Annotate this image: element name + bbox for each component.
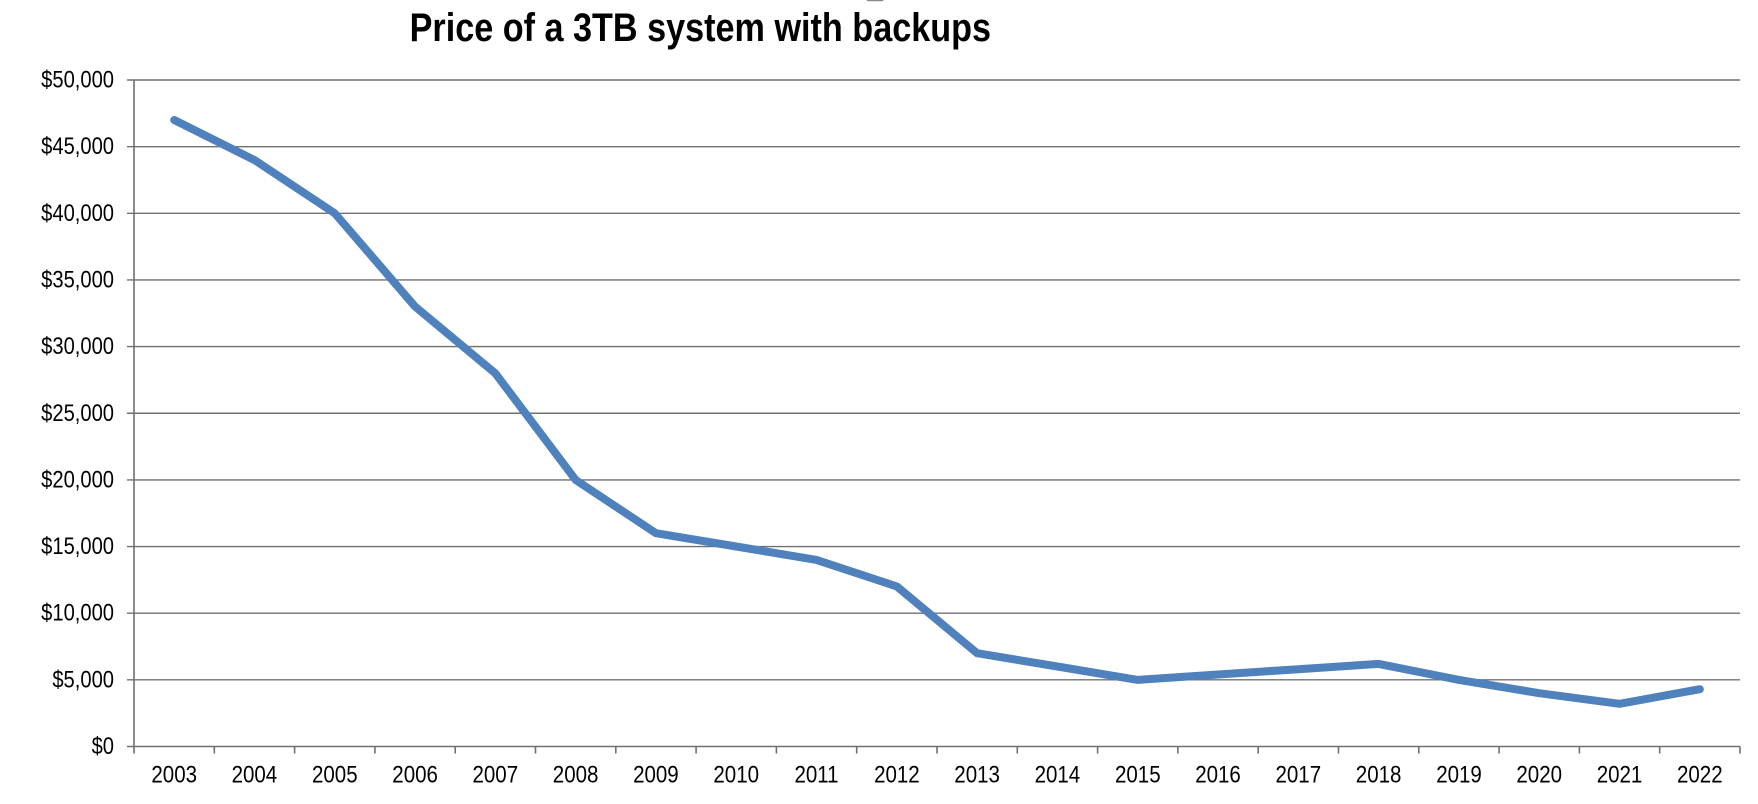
- svg-text:2005: 2005: [312, 761, 358, 788]
- svg-text:$40,000: $40,000: [41, 199, 114, 226]
- svg-text:$35,000: $35,000: [41, 266, 114, 293]
- svg-text:2013: 2013: [954, 761, 1000, 788]
- svg-text:2017: 2017: [1275, 761, 1321, 788]
- svg-text:2011: 2011: [794, 761, 838, 788]
- svg-text:2021: 2021: [1597, 761, 1643, 788]
- svg-text:2012: 2012: [874, 761, 920, 788]
- svg-text:2022: 2022: [1677, 761, 1723, 788]
- svg-text:$0: $0: [92, 732, 114, 759]
- svg-text:$30,000: $30,000: [41, 332, 114, 359]
- svg-text:$5,000: $5,000: [52, 666, 114, 693]
- svg-text:Price of a 3TB system with bac: Price of a 3TB system with backups: [410, 4, 991, 49]
- svg-text:$45,000: $45,000: [41, 132, 114, 159]
- svg-text:2015: 2015: [1115, 761, 1161, 788]
- svg-text:2014: 2014: [1035, 761, 1081, 788]
- svg-text:2004: 2004: [232, 761, 278, 788]
- svg-text:$10,000: $10,000: [41, 599, 114, 626]
- svg-text:2008: 2008: [553, 761, 599, 788]
- svg-text:2018: 2018: [1356, 761, 1402, 788]
- svg-text:2009: 2009: [633, 761, 679, 788]
- svg-text:$20,000: $20,000: [41, 466, 114, 493]
- svg-text:2003: 2003: [151, 761, 197, 788]
- svg-text:2007: 2007: [472, 761, 518, 788]
- svg-text:2019: 2019: [1436, 761, 1482, 788]
- svg-text:$15,000: $15,000: [41, 532, 114, 559]
- svg-text:2016: 2016: [1195, 761, 1241, 788]
- svg-text:2020: 2020: [1516, 761, 1562, 788]
- svg-text:$50,000: $50,000: [41, 66, 114, 93]
- svg-text:2010: 2010: [713, 761, 759, 788]
- svg-text:$25,000: $25,000: [41, 399, 114, 426]
- svg-text:2006: 2006: [392, 761, 438, 788]
